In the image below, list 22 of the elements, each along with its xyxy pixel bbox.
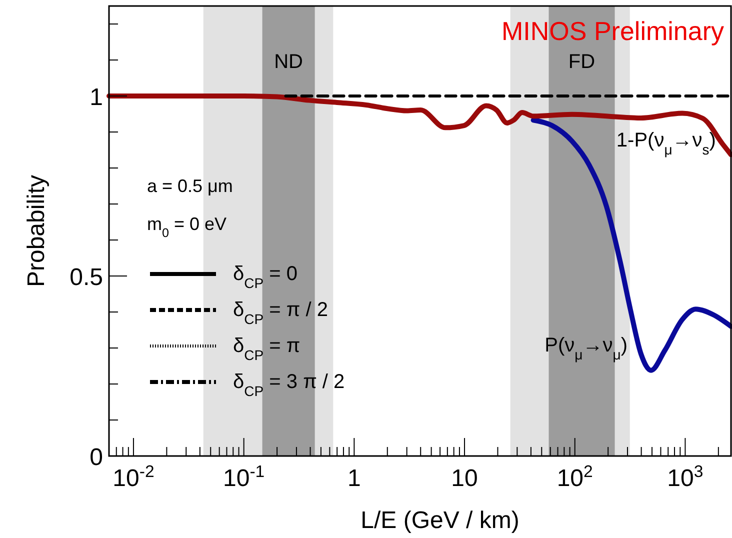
x-tick-label: 10 (451, 465, 478, 492)
annotation: δ$_{CP}$ = 0 (233, 263, 298, 291)
x-axis-title: L/E (GeV / km) (360, 507, 520, 534)
series-label: P(ν$_{μ}$→ν$_{μ}$) (544, 334, 628, 363)
band-label: FD (568, 51, 596, 73)
y-tick-label: 0 (90, 444, 103, 471)
y-axis-title: Probability (23, 174, 50, 288)
series-label: 1-P(ν$_{μ}$→ν$_{s}$) (616, 129, 716, 158)
annotation: MINOS Preliminary (502, 16, 724, 46)
y-tick-label: 1 (90, 84, 103, 111)
y-tick-label: 0.5 (70, 264, 103, 291)
annotation: a = 0.5 μm (147, 176, 233, 196)
x-tick-label: 1 (347, 465, 361, 492)
x-tick-label: 10$^{3}$ (667, 462, 704, 492)
x-tick-label: 10$^{2}$ (556, 462, 593, 492)
x-tick-label: 10$^{-2}$ (112, 462, 154, 492)
annotation: m$_{0}$ = 0 eV (147, 214, 227, 240)
band-label: ND (274, 51, 304, 73)
annotation: δ$_{CP}$ = 3 π / 2 (233, 371, 345, 399)
annotation: δ$_{CP}$ = π (233, 335, 300, 363)
annotation: δ$_{CP}$ = π / 2 (233, 299, 328, 327)
x-tick-label: 10$^{-1}$ (223, 462, 265, 492)
